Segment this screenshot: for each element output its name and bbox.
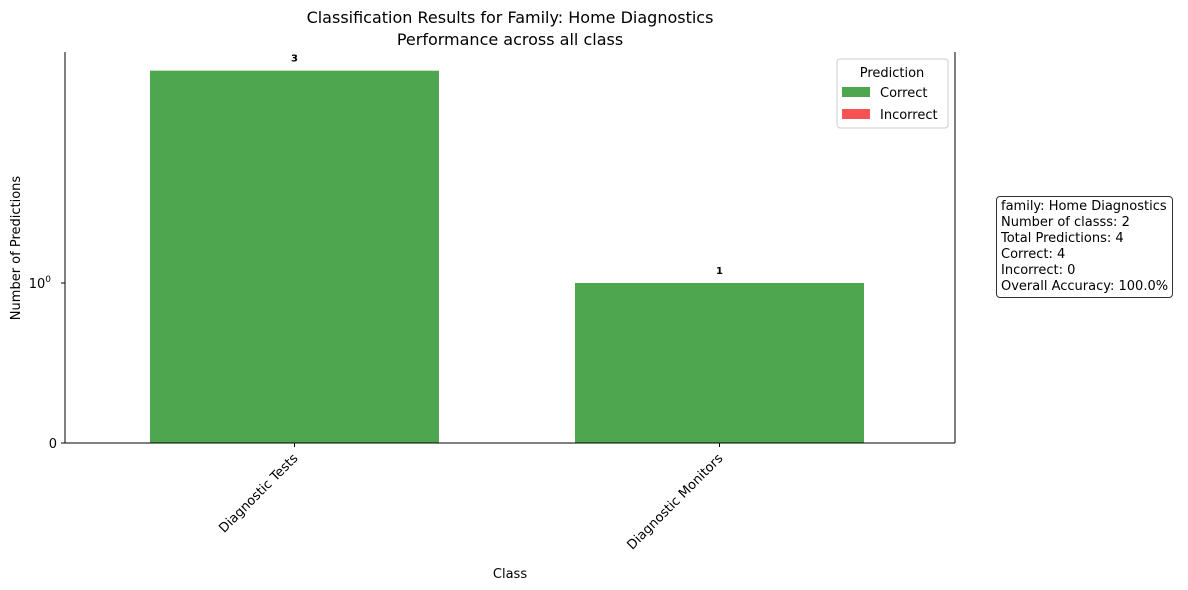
x-ticks-layer: Diagnostic Tests Diagnostic Monitors <box>216 443 726 553</box>
x-tick-label-1: Diagnostic Monitors <box>625 451 727 553</box>
info-family: family: Home Diagnostics <box>1001 199 1167 214</box>
info-total-predictions: Total Predictions: 4 <box>1001 231 1124 246</box>
info-accuracy: Overall Accuracy: 100.0% <box>1001 279 1169 294</box>
data-labels-layer: 31 <box>291 54 723 277</box>
x-axis-label: Class <box>493 567 527 582</box>
x-tick-label-0: Diagnostic Tests <box>216 451 301 536</box>
legend-label-incorrect: Incorrect <box>880 108 938 123</box>
y-axis-label: Number of Predictions <box>9 176 24 321</box>
y-tick-label-1: 100 <box>29 275 52 292</box>
chart-title: Classification Results for Family: Home … <box>307 8 714 27</box>
info-incorrect: Incorrect: 0 <box>1001 263 1076 278</box>
bar-correct-0 <box>150 70 439 444</box>
legend-swatch-incorrect <box>842 109 870 119</box>
legend-swatch-correct <box>842 87 870 97</box>
bars-layer <box>150 70 864 444</box>
y-tick-label-0: 0 <box>49 437 57 452</box>
data-label-1: 1 <box>716 266 723 277</box>
bar-correct-1 <box>575 283 864 443</box>
data-label-0: 3 <box>291 54 298 65</box>
legend-label-correct: Correct <box>880 86 927 101</box>
legend: Prediction Correct Incorrect <box>836 58 949 129</box>
y-ticks-layer: 0 100 <box>29 275 65 452</box>
info-class-count: Number of classs: 2 <box>1001 215 1130 230</box>
legend-title: Prediction <box>860 66 925 81</box>
summary-info-box: family: Home Diagnostics Number of class… <box>996 196 1174 298</box>
info-correct: Correct: 4 <box>1001 247 1066 262</box>
chart-subtitle: Performance across all class <box>397 30 623 49</box>
